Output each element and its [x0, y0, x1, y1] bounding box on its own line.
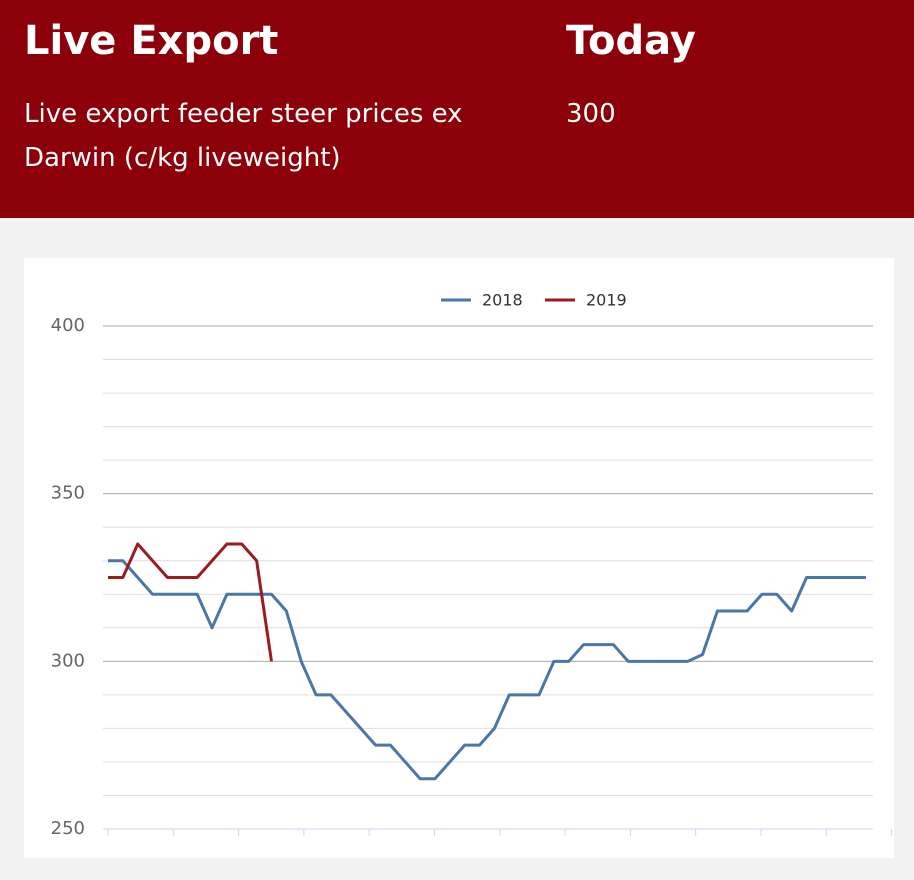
chart-card: 250 300 350 400 2018 2019 [24, 258, 894, 858]
chart: 250 300 350 400 2018 2019 [51, 291, 893, 839]
y-tick-label: 350 [51, 483, 85, 504]
today-value: 300 [566, 99, 616, 129]
y-tick-label: 250 [51, 818, 85, 839]
series-line [108, 559, 866, 781]
y-tick-label: 300 [51, 650, 85, 671]
title: Live Export [24, 18, 279, 64]
description: Live export feeder steer prices ex Darwi… [24, 99, 463, 173]
header: Live Export Live export feeder steer pri… [0, 0, 914, 218]
today-label: Today [566, 18, 696, 64]
series-line [108, 542, 273, 662]
legend-label: 2018 [482, 291, 523, 310]
y-tick-label: 400 [51, 315, 85, 336]
legend-label: 2019 [586, 291, 627, 310]
